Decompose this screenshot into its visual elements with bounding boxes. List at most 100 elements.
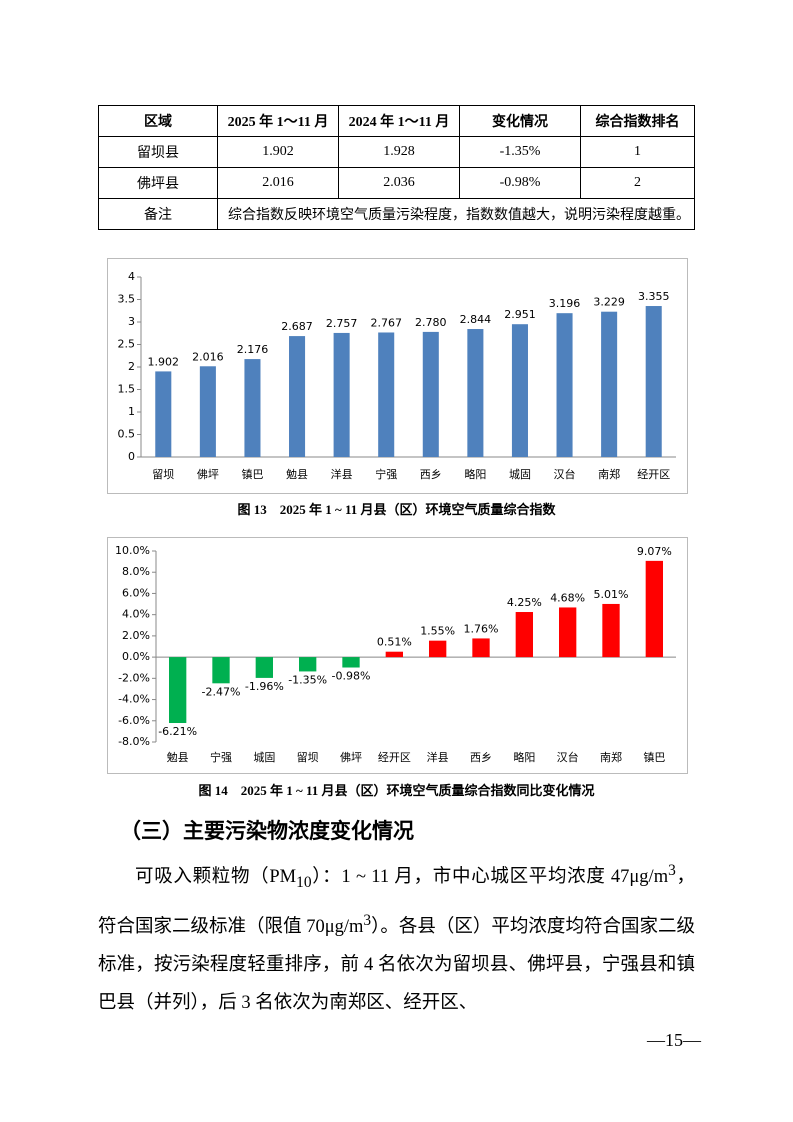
y-tick-label: 4.0%	[122, 608, 150, 621]
y-tick-label: 0.0%	[122, 650, 150, 663]
x-tick-label: 镇巴	[241, 467, 263, 481]
y-tick-label: -4.0%	[118, 693, 150, 706]
y-tick-label: 3	[128, 315, 135, 328]
paragraph: 可吸入颗粒物（PM10）：1 ~ 11 月，市中心城区平均浓度 47μg/m3，…	[98, 852, 695, 1022]
data-label: -0.98%	[332, 670, 371, 683]
data-label: 1.55%	[420, 625, 455, 638]
data-label: 4.68%	[550, 591, 585, 604]
data-label: -1.35%	[288, 673, 327, 686]
section-heading: （三）主要污染物浓度变化情况	[120, 819, 414, 843]
data-label: 3.229	[593, 296, 625, 309]
x-tick-label: 略阳	[513, 750, 535, 764]
y-tick-label: 2.5	[118, 338, 136, 351]
chart: 0 0.5 1 1.5 2 2.5 3 3.5 4 留坝 1.902 佛坪 2.016 镇巴 2.176 勉县…	[107, 258, 688, 494]
bar	[422, 331, 439, 457]
data-label: 1.902	[148, 355, 180, 368]
bar	[429, 640, 447, 658]
data-label: 2.951	[504, 308, 536, 321]
data-label: 0.51%	[377, 636, 412, 649]
x-tick-label: 略阳	[464, 467, 486, 481]
x-tick-label: 洋县	[427, 750, 449, 764]
data-label: -2.47%	[202, 685, 241, 698]
data-label: 1.76%	[464, 622, 499, 635]
y-tick-label: 1.5	[118, 383, 136, 396]
cell: 佛坪县	[98, 167, 218, 199]
y-tick-label: 1	[128, 405, 135, 418]
bar	[378, 332, 395, 457]
y-tick-label: -8.0%	[118, 735, 150, 748]
x-tick-label: 佛坪	[340, 751, 362, 764]
data-label: 5.01%	[594, 588, 629, 601]
row: 留坝县 1.902 1.928 -1.35% 1	[98, 136, 695, 168]
x-tick-label: 城固	[509, 468, 531, 481]
header-cell: 2024 年 1～11 月	[338, 105, 460, 137]
cell: 留坝县	[98, 136, 218, 168]
text: 可吸入颗粒物（PM	[135, 867, 297, 888]
x-tick-label: 留坝	[297, 750, 319, 764]
text: ）。各县（区）平均浓度均符合国家二级标准，按污染程度轻重排序，前 4 名依次为留…	[98, 917, 695, 1013]
y-tick-label: 10.0%	[115, 544, 150, 557]
data-label: 3.196	[549, 297, 581, 310]
bar	[299, 657, 317, 672]
subscript: 10	[296, 873, 312, 891]
y-tick-label: -6.0%	[118, 714, 150, 727]
x-tick-label: 佛坪	[197, 468, 219, 481]
bar	[472, 638, 490, 658]
note-cell: 综合指数反映环境空气质量污染程度，指数数值越大，说明污染程度越重。	[217, 198, 695, 230]
summary-table: 区域 2025 年 1～11 月 2024 年 1～11 月 变化情况 综合指数…	[98, 105, 695, 230]
x-tick-label: 西乡	[470, 751, 492, 764]
bar	[601, 311, 618, 457]
data-label: 2.844	[460, 313, 492, 326]
x-tick-label: 南郑	[598, 467, 620, 481]
cell: 2.036	[338, 167, 460, 199]
text: ）：1 ~ 11 月，市中心城区平均浓度 47μg/m	[311, 867, 669, 888]
y-tick-label: 3.5	[118, 293, 136, 306]
bar	[645, 560, 663, 658]
header-row: 区域 2025 年 1～11 月 2024 年 1～11 月 变化情况 综合指数…	[98, 105, 695, 137]
data-label: -1.96%	[245, 680, 284, 693]
x-tick-label: 汉台	[554, 467, 576, 481]
bar	[199, 366, 216, 457]
y-tick-label: 4	[128, 270, 135, 283]
bar	[515, 612, 533, 658]
y-tick-label: 2.0%	[122, 629, 150, 642]
x-tick-label: 经开区	[378, 751, 411, 764]
x-tick-label: 留坝	[152, 467, 174, 481]
bar	[342, 657, 360, 668]
header-cell: 2025 年 1～11 月	[217, 105, 339, 137]
superscript: 3	[668, 862, 676, 879]
data-label: 2.780	[415, 316, 447, 329]
data-label: 3.355	[638, 290, 670, 303]
bar	[255, 657, 273, 678]
header-cell: 综合指数排名	[580, 105, 695, 137]
bar	[511, 324, 528, 457]
bar	[556, 313, 573, 457]
cell: 1.928	[338, 136, 460, 168]
y-tick-label: 0	[128, 450, 135, 463]
data-label: 4.25%	[507, 596, 542, 609]
bar	[385, 651, 403, 658]
bar	[155, 371, 172, 457]
x-tick-label: 汉台	[557, 750, 579, 764]
bar	[602, 603, 620, 658]
bar	[559, 607, 577, 658]
caption: 图 14 2025 年 1 ~ 11 月县（区）环境空气质量综合指数同比变化情况	[198, 783, 595, 798]
cell: 1.902	[217, 136, 339, 168]
data-label: 2.176	[237, 343, 268, 356]
cell: 2	[580, 167, 695, 199]
data-label: 2.687	[281, 320, 313, 333]
bar	[244, 359, 261, 457]
page-number: —15—	[647, 1030, 701, 1050]
x-tick-label: 洋县	[331, 467, 353, 481]
bar	[169, 657, 187, 724]
bar	[212, 657, 230, 684]
y-tick-label: -2.0%	[118, 671, 150, 684]
cell: -0.98%	[459, 167, 581, 199]
bar	[645, 306, 662, 457]
data-label: 2.016	[192, 350, 224, 363]
y-tick-label: 8.0%	[122, 565, 150, 578]
cell: 2.016	[217, 167, 339, 199]
data-label: 9.07%	[637, 545, 672, 558]
x-tick-label: 宁强	[375, 467, 397, 481]
